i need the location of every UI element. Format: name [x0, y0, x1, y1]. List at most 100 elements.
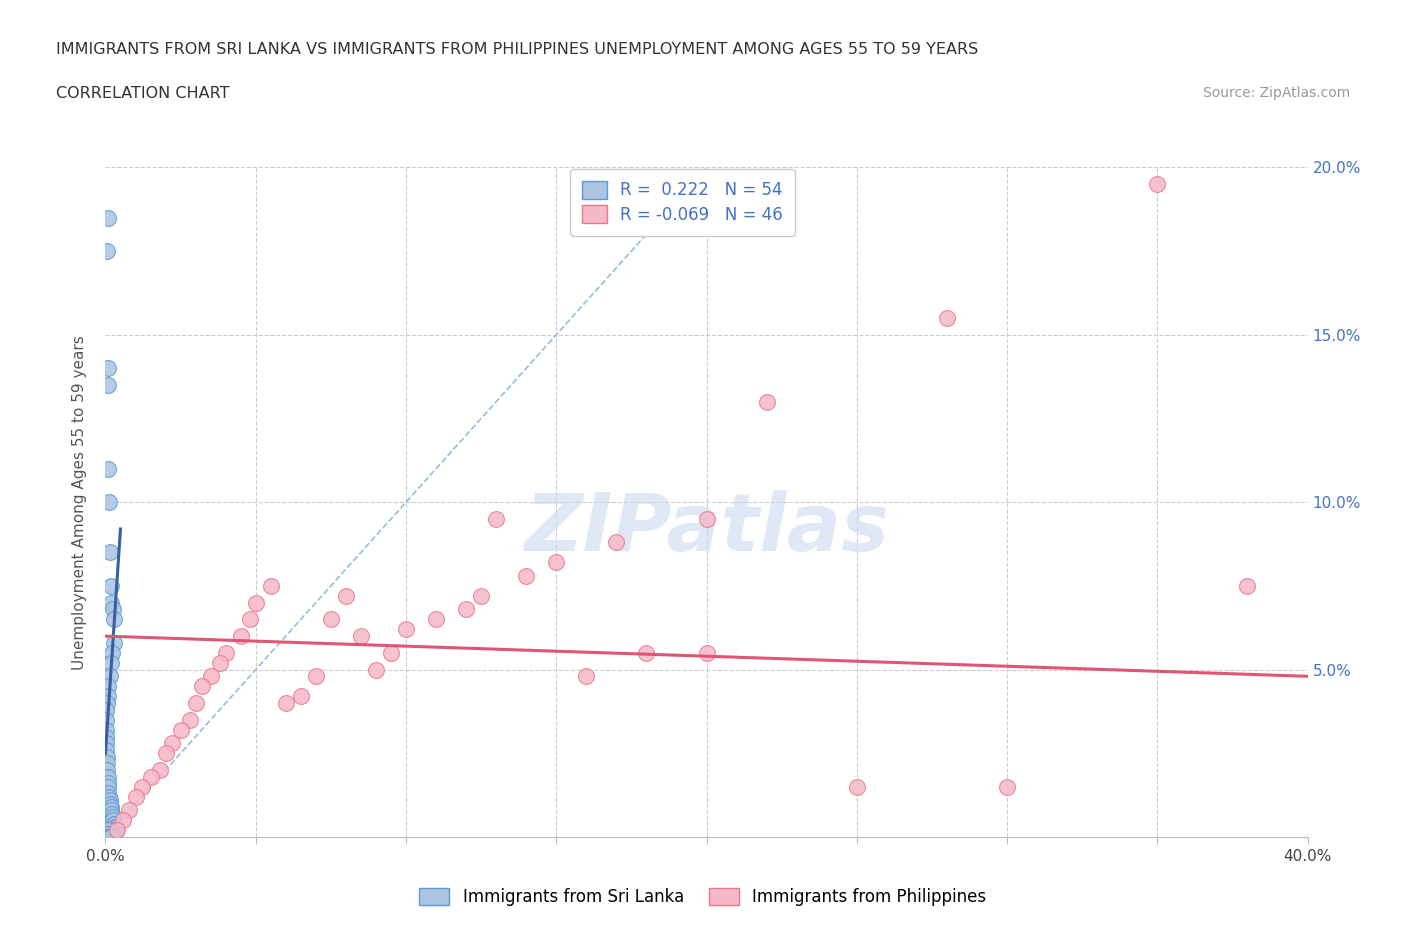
Point — [131, 779, 153, 794]
Point — [103, 817, 125, 831]
Point — [96, 244, 118, 259]
Point — [94, 736, 117, 751]
Point — [98, 823, 121, 838]
Point — [696, 645, 718, 660]
Text: ZIPatlas: ZIPatlas — [524, 490, 889, 568]
Legend: R =  0.222   N = 54, R = -0.069   N = 46: R = 0.222 N = 54, R = -0.069 N = 46 — [571, 169, 794, 235]
Point — [97, 776, 120, 790]
Point — [319, 612, 342, 627]
Point — [104, 819, 127, 834]
Point — [380, 645, 402, 660]
Point — [98, 796, 121, 811]
Point — [1146, 177, 1168, 192]
Point — [96, 702, 118, 717]
Point — [118, 803, 141, 817]
Point — [97, 210, 120, 225]
Point — [425, 612, 447, 627]
Point — [139, 769, 162, 784]
Point — [101, 602, 124, 617]
Point — [98, 790, 121, 804]
Point — [575, 669, 598, 684]
Point — [103, 635, 125, 650]
Point — [200, 669, 222, 684]
Point — [485, 512, 508, 526]
Point — [105, 823, 128, 838]
Point — [96, 826, 118, 841]
Point — [97, 361, 120, 376]
Point — [97, 378, 120, 392]
Point — [97, 830, 120, 844]
Point — [124, 790, 146, 804]
Point — [335, 589, 357, 604]
Point — [470, 589, 492, 604]
Legend: Immigrants from Sri Lanka, Immigrants from Philippines: Immigrants from Sri Lanka, Immigrants fr… — [413, 881, 993, 912]
Point — [104, 819, 127, 834]
Point — [546, 555, 568, 570]
Point — [845, 779, 868, 794]
Point — [169, 723, 191, 737]
Point — [184, 696, 207, 711]
Point — [94, 830, 117, 844]
Point — [160, 736, 183, 751]
Point — [101, 806, 124, 821]
Point — [755, 394, 778, 409]
Point — [179, 712, 201, 727]
Point — [100, 803, 122, 817]
Point — [936, 311, 959, 325]
Point — [100, 595, 122, 610]
Point — [107, 823, 129, 838]
Point — [94, 729, 117, 744]
Point — [94, 712, 117, 727]
Point — [239, 612, 262, 627]
Point — [515, 568, 537, 583]
Point — [98, 830, 121, 844]
Point — [101, 645, 124, 660]
Point — [290, 689, 312, 704]
Point — [98, 792, 121, 807]
Point — [454, 602, 477, 617]
Point — [245, 595, 267, 610]
Point — [96, 756, 118, 771]
Point — [97, 786, 120, 801]
Point — [98, 495, 121, 510]
Point — [96, 742, 118, 757]
Point — [97, 689, 120, 704]
Point — [148, 763, 170, 777]
Text: Source: ZipAtlas.com: Source: ZipAtlas.com — [1202, 86, 1350, 100]
Point — [100, 800, 122, 815]
Point — [214, 645, 236, 660]
Point — [636, 645, 658, 660]
Point — [100, 578, 122, 593]
Point — [605, 535, 627, 550]
Point — [190, 679, 212, 694]
Point — [96, 763, 118, 777]
Point — [103, 817, 125, 831]
Y-axis label: Unemployment Among Ages 55 to 59 years: Unemployment Among Ages 55 to 59 years — [72, 335, 87, 670]
Point — [260, 578, 283, 593]
Point — [350, 629, 373, 644]
Text: CORRELATION CHART: CORRELATION CHART — [56, 86, 229, 100]
Point — [98, 545, 121, 560]
Point — [274, 696, 297, 711]
Point — [97, 823, 120, 838]
Point — [395, 622, 418, 637]
Point — [96, 769, 118, 784]
Point — [305, 669, 328, 684]
Point — [98, 669, 121, 684]
Point — [97, 826, 120, 841]
Point — [97, 779, 120, 794]
Text: IMMIGRANTS FROM SRI LANKA VS IMMIGRANTS FROM PHILIPPINES UNEMPLOYMENT AMONG AGES: IMMIGRANTS FROM SRI LANKA VS IMMIGRANTS … — [56, 42, 979, 57]
Point — [94, 723, 117, 737]
Point — [103, 813, 125, 828]
Point — [1236, 578, 1258, 593]
Point — [96, 750, 118, 764]
Point — [94, 830, 117, 844]
Point — [100, 830, 122, 844]
Point — [103, 612, 125, 627]
Point — [96, 826, 118, 841]
Point — [155, 746, 177, 761]
Point — [112, 813, 135, 828]
Point — [97, 679, 120, 694]
Point — [100, 656, 122, 671]
Point — [995, 779, 1018, 794]
